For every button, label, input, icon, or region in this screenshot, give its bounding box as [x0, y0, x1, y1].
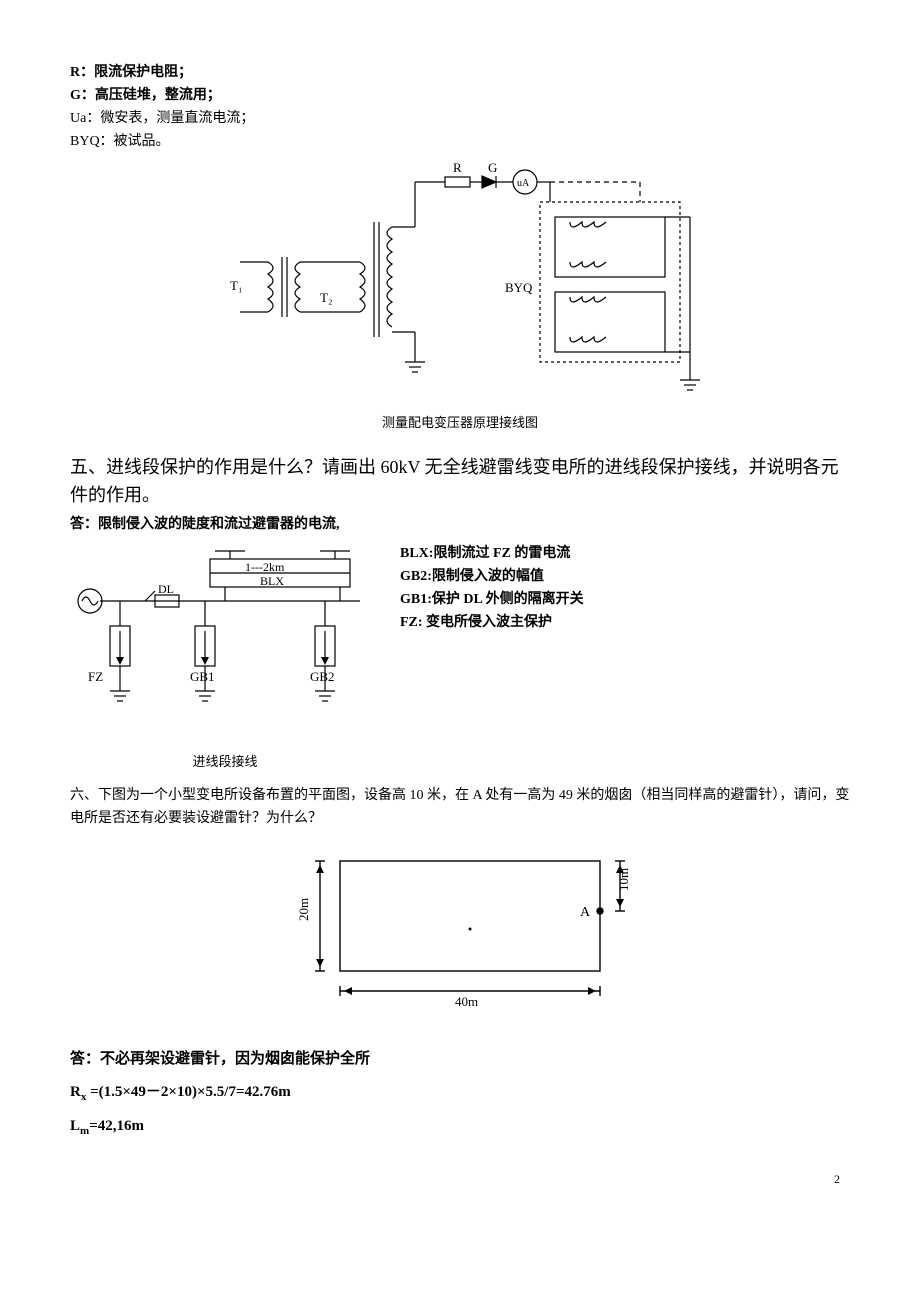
def-r: R：限流保护电阻；: [70, 62, 850, 83]
label-a: A: [580, 905, 591, 920]
q6-answer: 答：不必再架设避雷针，因为烟囱能保护全所: [70, 1048, 850, 1071]
figure-2-caption: 进线段接线: [70, 752, 380, 772]
label-ua: uA: [517, 178, 530, 189]
figure-3: 20m 40m 10m A: [70, 841, 850, 1028]
q5-heading: 五、进线段保护的作用是什么？请画出 60kV 无全线避雷线变电所的进线段保护接线…: [70, 453, 850, 511]
q5-answer: 答：限制侵入波的陡度和流过避雷器的电流,: [70, 514, 850, 535]
label-gb1: GB1: [190, 669, 215, 684]
eq-lm: Lm=42,16m: [70, 1115, 850, 1140]
q5-notes: BLX:限制流过 FZ 的雷电流 GB2:限制侵入波的幅值 GB1:保护 DL …: [400, 541, 584, 635]
figure-2: 1---2km BLX DL FZ GB1 GB2 进线段接线: [70, 541, 380, 772]
label-dl: DL: [158, 582, 174, 596]
label-range: 1---2km: [245, 560, 285, 574]
label-40m: 40m: [455, 994, 478, 1009]
figure-1-caption: 测量配电变压器原理接线图: [70, 413, 850, 433]
label-r: R: [453, 162, 462, 175]
label-10m: 10m: [616, 868, 631, 891]
label-fz: FZ: [88, 669, 103, 684]
circuit-diagram-svg: R G uA T₁ T₂ BYQ: [220, 162, 700, 402]
figure-1: R G uA T₁ T₂ BYQ 测量配电变压器原理接线图: [70, 162, 850, 433]
note-blx: BLX:限制流过 FZ 的雷电流: [400, 543, 584, 564]
label-20m: 20m: [296, 898, 311, 921]
label-t2: T₂: [320, 290, 332, 305]
note-gb1: GB1:保护 DL 外侧的隔离开关: [400, 589, 584, 610]
q6-heading: 六、下图为一个小型变电所设备布置的平面图，设备高 10 米，在 A 处有一高为 …: [70, 784, 850, 832]
label-g: G: [488, 162, 497, 175]
label-gb2: GB2: [310, 669, 335, 684]
protection-diagram-svg: 1---2km BLX DL FZ GB1 GB2: [70, 541, 380, 741]
label-blx: BLX: [260, 574, 284, 588]
label-byq: BYQ: [505, 280, 533, 295]
eq-rx: Rx =(1.5×49－2×10)×5.5/7=42.76m: [70, 1081, 850, 1106]
q5-figure-row: 1---2km BLX DL FZ GB1 GB2 进线段接线 BLX:限制流过…: [70, 541, 850, 772]
def-g: G：高压硅堆，整流用；: [70, 85, 850, 106]
label-t1: T₁: [230, 278, 242, 293]
plan-diagram-svg: 20m 40m 10m A: [260, 841, 660, 1021]
note-gb2: GB2:限制侵入波的幅值: [400, 566, 584, 587]
note-fz: FZ: 变电所侵入波主保护: [400, 612, 584, 633]
def-byq: BYQ：被试品。: [70, 131, 850, 152]
page-number: 2: [70, 1170, 850, 1188]
def-ua: Ua：微安表，测量直流电流；: [70, 108, 850, 129]
